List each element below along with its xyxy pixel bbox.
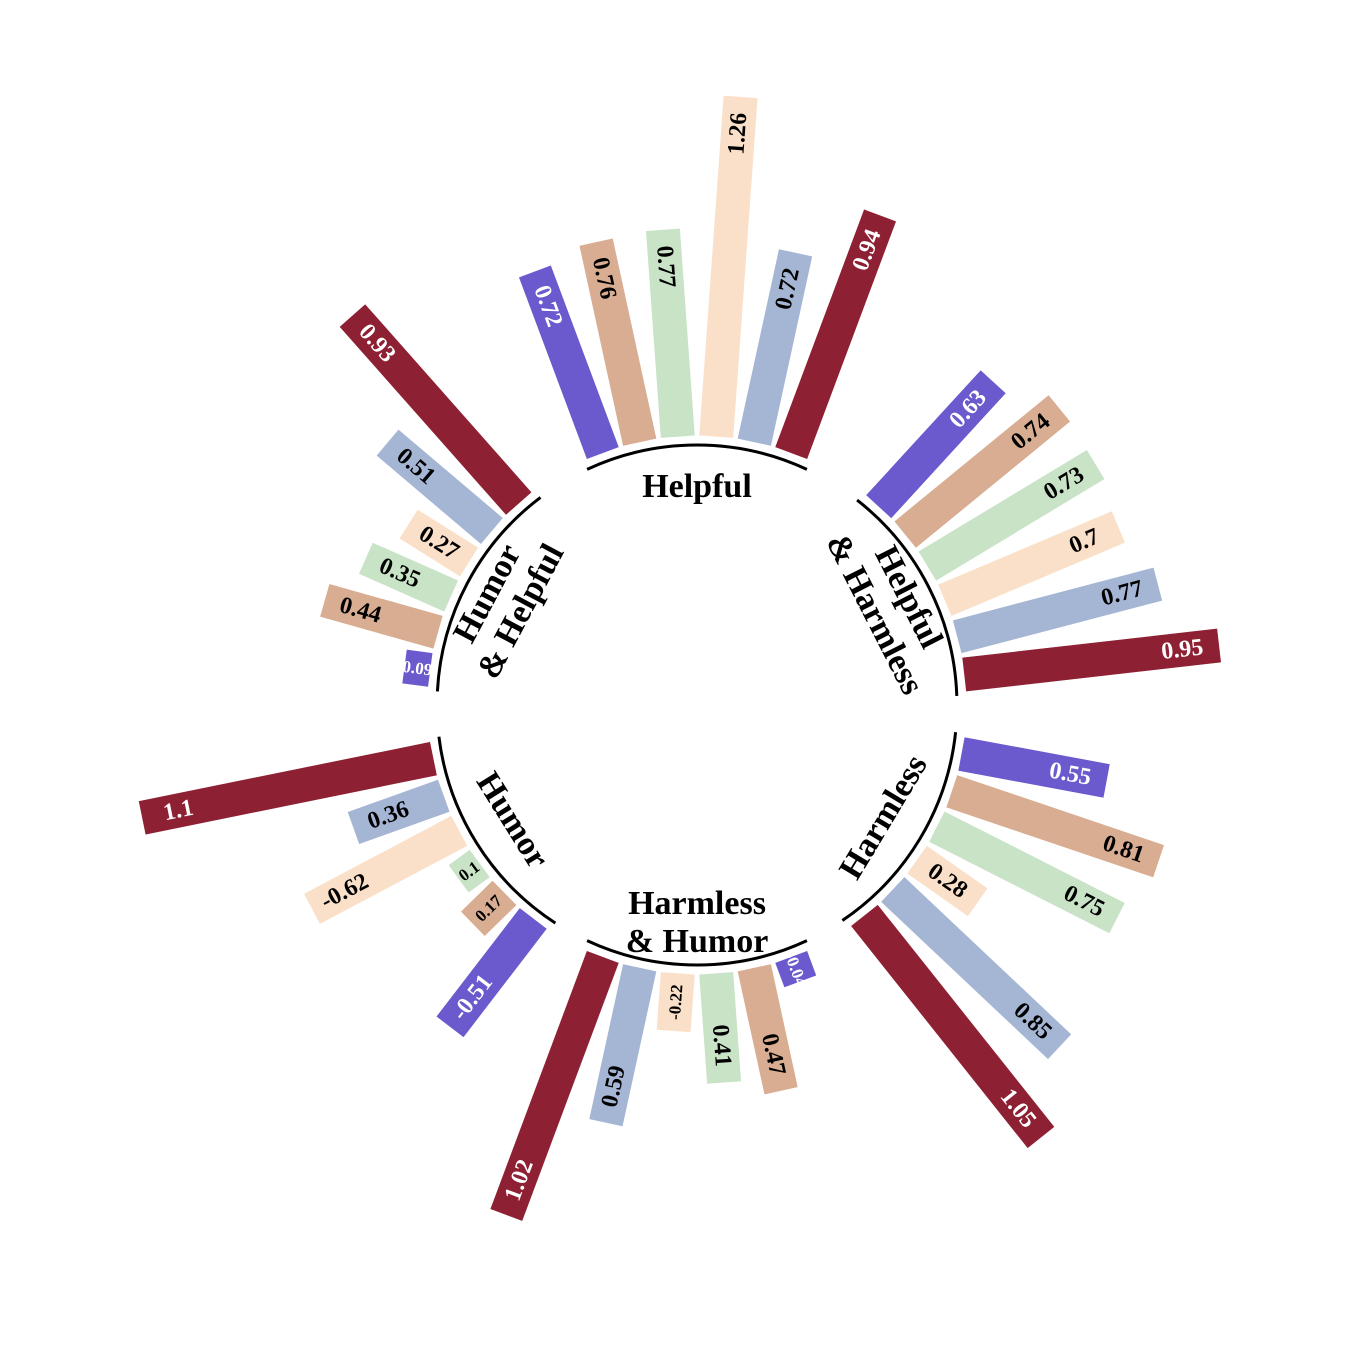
bar-value-label: 1.26 (723, 112, 752, 156)
bar-value-label: -0.22 (665, 984, 686, 1021)
bar-value-label: 0.95 (1160, 634, 1205, 665)
group-arc (435, 496, 542, 692)
bar-humor-0 (433, 905, 550, 1041)
bar-helpful-0 (516, 262, 622, 462)
bar-helpful-harmless-2 (915, 447, 1108, 584)
bar-humor-2 (445, 847, 493, 896)
group-arc (586, 939, 808, 967)
bar-value-label: 0.41 (707, 1024, 736, 1068)
bar-harmless-humor-5 (487, 948, 622, 1224)
bar-harmless-2 (926, 808, 1128, 936)
bar-humor-helpful-0 (400, 647, 435, 690)
bar-harmless-humor-2 (697, 969, 744, 1086)
bar-helpful-5 (772, 206, 899, 462)
bar-humor-4 (345, 777, 453, 847)
bar-humor-helpful-1 (317, 581, 446, 652)
group-label-line: Humor (469, 766, 556, 875)
bars-layer (136, 93, 1224, 1224)
bar-value-label: 0.77 (651, 245, 680, 289)
bar-harmless-1 (943, 772, 1167, 880)
bar-harmless-humor-0 (772, 948, 819, 990)
bar-helpful-2 (643, 226, 697, 441)
bar-harmless-4 (878, 874, 1075, 1062)
group-arc (437, 736, 557, 925)
bar-harmless-humor-4 (586, 961, 659, 1129)
bar-harmless-humor-1 (735, 961, 801, 1097)
bar-value-label: 0.09 (401, 657, 433, 680)
group-label-helpful: Helpful (642, 468, 752, 505)
bar-helpful-harmless-4 (950, 565, 1165, 656)
bar-humor-1 (458, 877, 520, 939)
bar-humor-helpful-3 (396, 506, 481, 580)
group-label-line: Helpful (642, 468, 752, 505)
group-arc (841, 732, 958, 922)
bar-harmless-3 (904, 843, 991, 919)
group-label-line: & Humor (626, 923, 769, 960)
bar-humor-helpful-5 (336, 301, 535, 518)
bar-harmless-0 (956, 734, 1113, 800)
bar-humor-5 (136, 739, 440, 837)
bar-value-label: 1.1 (161, 795, 196, 826)
bar-humor-helpful-4 (373, 426, 506, 547)
group-arc (586, 443, 808, 471)
bar-humor-helpful-2 (356, 540, 461, 615)
bar-helpful-1 (577, 236, 659, 449)
bar-helpful-3 (697, 93, 760, 441)
bar-helpful-harmless-1 (891, 392, 1073, 551)
bar-helpful-harmless-0 (863, 367, 1009, 522)
group-arc (856, 498, 959, 696)
group-label-humor: Humor (469, 766, 556, 875)
group-label-line: Harmless (628, 885, 766, 922)
bar-helpful-4 (735, 246, 815, 449)
bar-helpful-harmless-5 (960, 626, 1224, 694)
bar-harmless-5 (848, 902, 1058, 1151)
group-label-harmless-humor: Harmless & Humor (626, 885, 769, 960)
bar-harmless-humor-3 (654, 969, 697, 1035)
bar-helpful-harmless-3 (935, 508, 1128, 619)
bar-humor-3 (301, 813, 470, 927)
